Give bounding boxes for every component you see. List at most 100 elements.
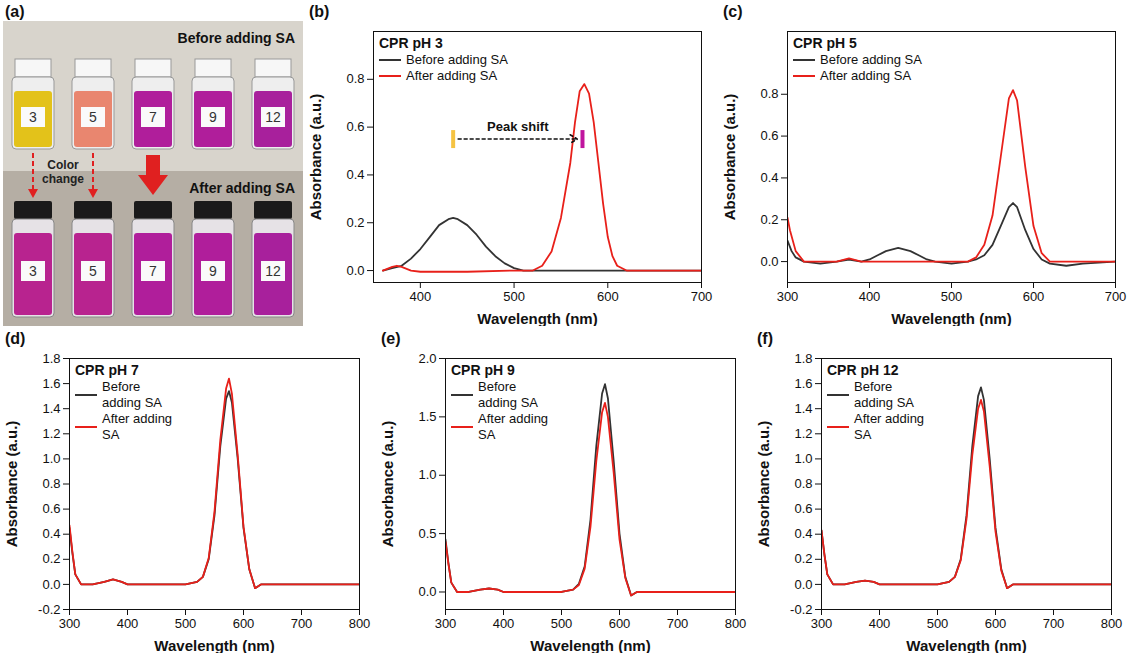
svg-text:700: 700 — [1043, 616, 1065, 631]
svg-text:800: 800 — [1101, 616, 1123, 631]
svg-text:0.8: 0.8 — [42, 476, 60, 491]
svg-text:1.4: 1.4 — [42, 401, 60, 416]
svg-text:Wavelength (nm): Wavelength (nm) — [154, 637, 274, 654]
svg-text:Wavelength (nm): Wavelength (nm) — [530, 637, 650, 654]
svg-text:1.4: 1.4 — [794, 401, 812, 416]
svg-text:1.8: 1.8 — [42, 351, 60, 366]
svg-text:0.0: 0.0 — [346, 263, 364, 278]
svg-text:400: 400 — [493, 616, 515, 631]
svg-text:0.2: 0.2 — [346, 215, 364, 230]
svg-text:3: 3 — [29, 109, 37, 125]
svg-text:600: 600 — [233, 616, 255, 631]
svg-text:0.6: 0.6 — [346, 119, 364, 134]
svg-text:7: 7 — [149, 109, 157, 125]
html-text:After adding SA: After adding SA — [478, 411, 549, 442]
svg-text:-0.2: -0.2 — [790, 602, 812, 617]
svg-text:Absorbance (a.u.): Absorbance (a.u.) — [379, 421, 396, 548]
svg-text:0.4: 0.4 — [346, 167, 364, 182]
svg-text:5: 5 — [89, 263, 97, 279]
svg-text:Before adding SA: Before adding SA — [178, 30, 295, 46]
svg-text:1.0: 1.0 — [794, 451, 812, 466]
svg-text:0.4: 0.4 — [760, 170, 778, 185]
svg-text:300: 300 — [59, 616, 81, 631]
svg-text:Wavelength (nm): Wavelength (nm) — [891, 310, 1011, 327]
html-text:(e): (e) — [381, 330, 401, 347]
html-text:Before adding SA: Before adding SA — [854, 379, 914, 410]
svg-text:0.5: 0.5 — [418, 526, 436, 541]
svg-text:Absorbance (a.u.): Absorbance (a.u.) — [3, 421, 20, 548]
svg-text:600: 600 — [609, 616, 631, 631]
svg-text:700: 700 — [691, 289, 713, 304]
svg-text:1.8: 1.8 — [794, 351, 812, 366]
svg-text:5: 5 — [89, 109, 97, 125]
svg-text:800: 800 — [349, 616, 371, 631]
svg-text:9: 9 — [209, 109, 217, 125]
svg-text:Wavelength (nm): Wavelength (nm) — [906, 637, 1026, 654]
svg-text:700: 700 — [291, 616, 313, 631]
svg-text:Peak shift: Peak shift — [487, 119, 549, 134]
svg-text:400: 400 — [859, 289, 881, 304]
svg-text:0.6: 0.6 — [42, 501, 60, 516]
svg-text:600: 600 — [1023, 289, 1045, 304]
svg-text:3: 3 — [29, 263, 37, 279]
svg-text:0.4: 0.4 — [794, 526, 812, 541]
svg-text:0.8: 0.8 — [794, 476, 812, 491]
svg-text:Absorbance (a.u.): Absorbance (a.u.) — [721, 94, 738, 221]
svg-text:800: 800 — [725, 616, 747, 631]
svg-text:After adding SA: After adding SA — [189, 180, 295, 196]
svg-text:0.2: 0.2 — [794, 551, 812, 566]
svg-text:1.0: 1.0 — [418, 467, 436, 482]
svg-text:Colorchange: Colorchange — [42, 158, 84, 186]
svg-text:1.2: 1.2 — [794, 426, 812, 441]
svg-text:400: 400 — [117, 616, 139, 631]
svg-text:1.5: 1.5 — [418, 409, 436, 424]
html-text:(a): (a) — [5, 3, 25, 20]
svg-text:300: 300 — [811, 616, 833, 631]
svg-text:12: 12 — [265, 109, 281, 125]
svg-text:0.8: 0.8 — [760, 86, 778, 101]
svg-text:0.8: 0.8 — [346, 71, 364, 86]
svg-text:0.6: 0.6 — [794, 501, 812, 516]
svg-text:0.0: 0.0 — [794, 577, 812, 592]
svg-text:1.6: 1.6 — [794, 376, 812, 391]
html-text:After adding SA: After adding SA — [854, 411, 925, 442]
svg-text:500: 500 — [503, 289, 525, 304]
svg-text:1.0: 1.0 — [42, 451, 60, 466]
svg-text:7: 7 — [149, 263, 157, 279]
svg-text:0.2: 0.2 — [42, 551, 60, 566]
svg-text:Wavelength (nm): Wavelength (nm) — [477, 310, 597, 327]
html-text:(d): (d) — [5, 330, 26, 347]
svg-text:0.6: 0.6 — [760, 128, 778, 143]
svg-text:1.2: 1.2 — [42, 426, 60, 441]
html-text:(c): (c) — [723, 3, 743, 20]
svg-text:0.2: 0.2 — [760, 212, 778, 227]
html-text:Before adding SA: Before adding SA — [478, 379, 538, 410]
svg-text:12: 12 — [265, 263, 281, 279]
svg-text:500: 500 — [551, 616, 573, 631]
svg-text:0.0: 0.0 — [418, 584, 436, 599]
html-text:(b): (b) — [309, 3, 330, 20]
svg-text:400: 400 — [410, 289, 432, 304]
html-text:After adding SA: After adding SA — [102, 411, 173, 442]
svg-text:0.0: 0.0 — [760, 254, 778, 269]
svg-text:600: 600 — [597, 289, 619, 304]
svg-text:300: 300 — [777, 289, 799, 304]
svg-text:300: 300 — [435, 616, 457, 631]
svg-text:-0.2: -0.2 — [38, 602, 60, 617]
svg-text:Absorbance (a.u.): Absorbance (a.u.) — [307, 94, 324, 221]
html-text:CPR pH 3: CPR pH 3 — [379, 35, 443, 51]
svg-text:500: 500 — [927, 616, 949, 631]
svg-text:600: 600 — [985, 616, 1007, 631]
html-text:Before adding SA: Before adding SA — [102, 379, 162, 410]
svg-text:Absorbance (a.u.): Absorbance (a.u.) — [755, 421, 772, 548]
svg-text:0.4: 0.4 — [42, 526, 60, 541]
svg-text:500: 500 — [941, 289, 963, 304]
svg-text:500: 500 — [175, 616, 197, 631]
svg-text:9: 9 — [209, 263, 217, 279]
svg-text:1.6: 1.6 — [42, 376, 60, 391]
svg-text:2.0: 2.0 — [418, 351, 436, 366]
svg-text:0.0: 0.0 — [42, 577, 60, 592]
svg-text:700: 700 — [667, 616, 689, 631]
svg-text:700: 700 — [1105, 289, 1127, 304]
svg-text:400: 400 — [869, 616, 891, 631]
